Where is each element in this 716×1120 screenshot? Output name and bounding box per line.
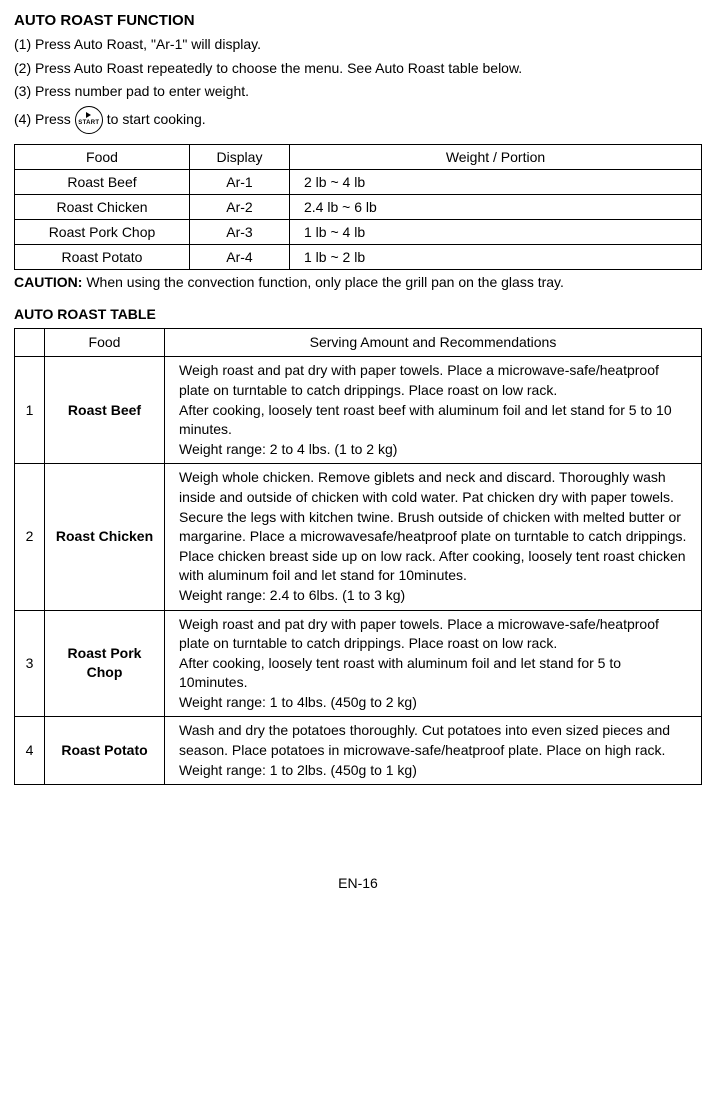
- cell-food: Roast Pork Chop: [45, 610, 165, 717]
- table-row: Roast Chicken Ar-2 2.4 lb ~ 6 lb: [15, 194, 702, 219]
- table-row: Roast Pork Chop Ar-3 1 lb ~ 4 lb: [15, 219, 702, 244]
- cell-rec: Weigh roast and pat dry with paper towel…: [165, 357, 702, 464]
- header-rec: Serving Amount and Recommendations: [165, 328, 702, 357]
- caution-text: When using the convection function, only…: [82, 274, 563, 290]
- header-weight: Weight / Portion: [290, 144, 702, 169]
- table-row: Roast Potato Ar-4 1 lb ~ 2 lb: [15, 244, 702, 269]
- table-row: 3 Roast Pork Chop Weigh roast and pat dr…: [15, 610, 702, 717]
- cell-display: Ar-2: [190, 194, 290, 219]
- start-icon-label: START: [78, 119, 99, 127]
- step-2: (2) Press Auto Roast repeatedly to choos…: [14, 59, 702, 79]
- cell-food: Roast Pork Chop: [15, 219, 190, 244]
- cell-food: Roast Potato: [15, 244, 190, 269]
- cell-weight: 1 lb ~ 2 lb: [290, 244, 702, 269]
- table-header-row: Food Display Weight / Portion: [15, 144, 702, 169]
- step-4: (4) Press START to start cooking.: [14, 106, 702, 134]
- cell-display: Ar-1: [190, 169, 290, 194]
- steps-list: (1) Press Auto Roast, "Ar-1" will displa…: [14, 35, 702, 134]
- cell-num: 4: [15, 717, 45, 785]
- cell-num: 2: [15, 464, 45, 610]
- table-header-row: Food Serving Amount and Recommendations: [15, 328, 702, 357]
- cell-rec: Weigh whole chicken. Remove giblets and …: [165, 464, 702, 610]
- cell-display: Ar-4: [190, 244, 290, 269]
- table-row: 1 Roast Beef Weigh roast and pat dry wit…: [15, 357, 702, 464]
- header-blank: [15, 328, 45, 357]
- section-title: AUTO ROAST FUNCTION: [14, 12, 702, 29]
- page-number: EN-16: [14, 875, 702, 891]
- step4-suffix: to start cooking.: [107, 110, 206, 130]
- cell-rec: Wash and dry the potatoes thoroughly. Cu…: [165, 717, 702, 785]
- auto-roast-table-title: AUTO ROAST TABLE: [14, 306, 702, 322]
- table-row: Roast Beef Ar-1 2 lb ~ 4 lb: [15, 169, 702, 194]
- step-1: (1) Press Auto Roast, "Ar-1" will displa…: [14, 35, 702, 55]
- cell-food: Roast Beef: [45, 357, 165, 464]
- header-food: Food: [15, 144, 190, 169]
- step-3: (3) Press number pad to enter weight.: [14, 82, 702, 102]
- cell-food: Roast Potato: [45, 717, 165, 785]
- caution-line: CAUTION: When using the convection funct…: [14, 274, 702, 290]
- header-food: Food: [45, 328, 165, 357]
- cell-food: Roast Chicken: [45, 464, 165, 610]
- caution-label: CAUTION:: [14, 274, 82, 290]
- cell-num: 3: [15, 610, 45, 717]
- step4-prefix: (4) Press: [14, 110, 71, 130]
- auto-roast-menu-table: Food Display Weight / Portion Roast Beef…: [14, 144, 702, 270]
- start-icon: START: [75, 106, 103, 134]
- cell-num: 1: [15, 357, 45, 464]
- cell-weight: 2 lb ~ 4 lb: [290, 169, 702, 194]
- header-display: Display: [190, 144, 290, 169]
- auto-roast-detail-table: Food Serving Amount and Recommendations …: [14, 328, 702, 785]
- cell-food: Roast Beef: [15, 169, 190, 194]
- play-triangle-icon: [86, 112, 91, 118]
- cell-rec: Weigh roast and pat dry with paper towel…: [165, 610, 702, 717]
- cell-food: Roast Chicken: [15, 194, 190, 219]
- cell-weight: 1 lb ~ 4 lb: [290, 219, 702, 244]
- table-row: 4 Roast Potato Wash and dry the potatoes…: [15, 717, 702, 785]
- cell-weight: 2.4 lb ~ 6 lb: [290, 194, 702, 219]
- table-row: 2 Roast Chicken Weigh whole chicken. Rem…: [15, 464, 702, 610]
- cell-display: Ar-3: [190, 219, 290, 244]
